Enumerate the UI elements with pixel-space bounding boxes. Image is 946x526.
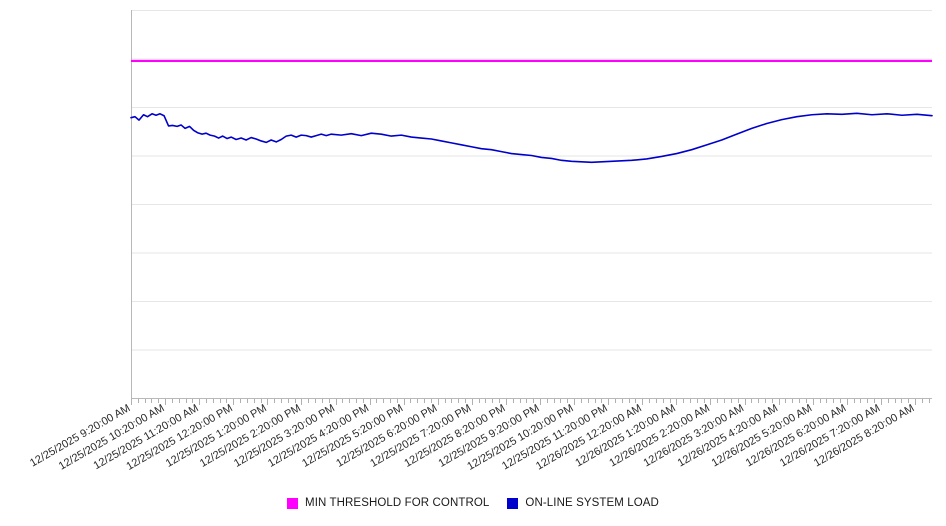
legend-swatch-min-threshold [287,497,299,509]
x-axis-ticks [131,399,930,405]
legend-label-min-threshold: MIN THRESHOLD FOR CONTROL [305,497,490,509]
legend-swatch-online-system-load [507,497,519,509]
legend-item-min-threshold[interactable]: MIN THRESHOLD FOR CONTROL [287,497,489,509]
chart-legend: MIN THRESHOLD FOR CONTROL ON-LINE SYSTEM… [0,497,946,509]
gridlines-group [131,10,932,399]
legend-label-online-system-load: ON-LINE SYSTEM LOAD [525,497,659,509]
legend-item-online-system-load[interactable]: ON-LINE SYSTEM LOAD [507,497,659,509]
series-on-line-system-load [130,112,933,164]
